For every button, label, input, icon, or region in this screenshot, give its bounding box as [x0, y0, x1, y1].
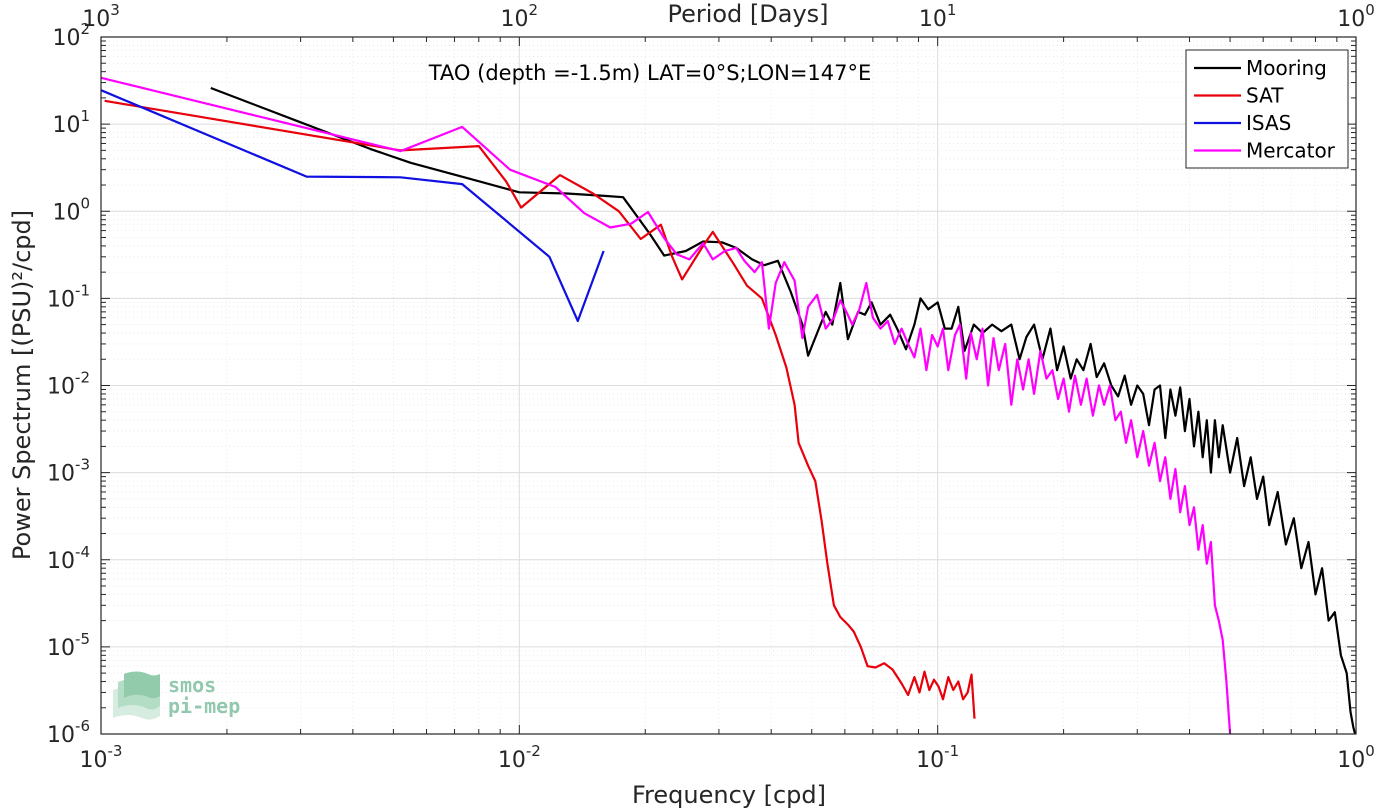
series-line-mercator	[100, 76, 1232, 735]
y-tick-label: 102	[52, 20, 90, 51]
y-tick-label: 100	[52, 194, 90, 225]
smos-pi-mep-logo: smos pi-mep	[113, 671, 240, 720]
legend-box	[1185, 49, 1349, 169]
y-tick-labels: 102 101 100 10-1 10-2 10-3 10-4 10-5 10-6	[47, 20, 90, 748]
legend: Mooring SAT ISAS Mercator	[1185, 49, 1349, 169]
x-axis-label: Frequency [cpd]	[632, 781, 826, 809]
y-tick-label: 101	[52, 107, 90, 138]
x-tick-label: 10-1	[916, 742, 959, 773]
top-tick-label: 102	[501, 1, 539, 32]
y-tick-label: 10-3	[47, 456, 90, 487]
series-group	[100, 76, 1357, 735]
y-tick-label: 10-2	[47, 369, 90, 400]
series-line-sat	[104, 99, 976, 719]
y-tick-label: 10-6	[47, 717, 90, 748]
y-tick-label: 10-1	[47, 281, 90, 312]
legend-label-sat: SAT	[1246, 84, 1284, 108]
x-tick-label: 10-3	[80, 742, 123, 773]
top-tick-label: 103	[82, 1, 120, 32]
y-tick-label: 10-5	[47, 630, 90, 661]
legend-label-isas: ISAS	[1246, 111, 1291, 135]
y-tick-label: 10-4	[47, 543, 90, 574]
top-axis-label: Period [Days]	[667, 0, 828, 28]
x-tick-label: 100	[1337, 742, 1375, 773]
legend-label-mercator: Mercator	[1246, 139, 1336, 163]
legend-label-mooring: Mooring	[1246, 56, 1327, 80]
grid	[100, 37, 1356, 734]
x-tick-labels: 10-3 10-2 10-1 100	[80, 742, 1375, 773]
series-line-isas	[100, 89, 605, 323]
y-axis-label: Power Spectrum [(PSU)²/cpd]	[8, 210, 36, 560]
top-tick-label: 101	[919, 1, 957, 32]
logo-text-line1: smos	[168, 673, 216, 697]
logo-wave-3	[124, 671, 160, 699]
x-tick-label: 10-2	[498, 742, 541, 773]
top-tick-label: 100	[1337, 1, 1375, 32]
logo-text-line2: pi-mep	[168, 694, 240, 718]
tick-marks	[100, 37, 1356, 735]
top-tick-labels: 103 102 101 100	[82, 1, 1375, 32]
series-line-mooring	[210, 86, 1357, 735]
chart-title: TAO (depth =-1.5m) LAT=0°S;LON=147°E	[428, 61, 872, 85]
